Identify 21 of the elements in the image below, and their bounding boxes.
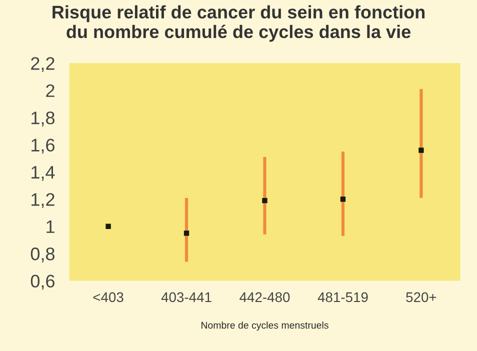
x-tick-label: <403 bbox=[93, 292, 124, 302]
y-tick-label: 1,4 bbox=[32, 166, 55, 181]
y-tick-label: 1,8 bbox=[32, 112, 54, 126]
y-tick-label: 0,8 bbox=[30, 248, 54, 262]
y-tick-label: 1,2 bbox=[32, 193, 54, 208]
point bbox=[340, 196, 346, 202]
y-tick-label: 0,6 bbox=[30, 274, 54, 290]
y-tick-label: 1,6 bbox=[32, 138, 54, 154]
x-tick-label: 442-480 bbox=[240, 292, 290, 302]
x-tick-label: 520+ bbox=[406, 292, 436, 302]
chart-title: Risque relatif de cancer du sein en fonction du nombre cumulé de cycles dans la vie bbox=[52, 5, 425, 42]
point bbox=[262, 198, 268, 204]
point bbox=[106, 224, 111, 229]
point bbox=[418, 148, 424, 153]
y-tick-label: 1 bbox=[46, 220, 54, 233]
y-tick-label: 2 bbox=[46, 84, 54, 97]
x-tick-label: 481-519 bbox=[318, 292, 368, 302]
y-tick-label: 2,2 bbox=[31, 57, 54, 72]
point bbox=[184, 230, 190, 236]
x-tick-label: 403-441 bbox=[161, 292, 212, 302]
x-axis-title: Nombre de cycles menstruels bbox=[202, 322, 328, 331]
